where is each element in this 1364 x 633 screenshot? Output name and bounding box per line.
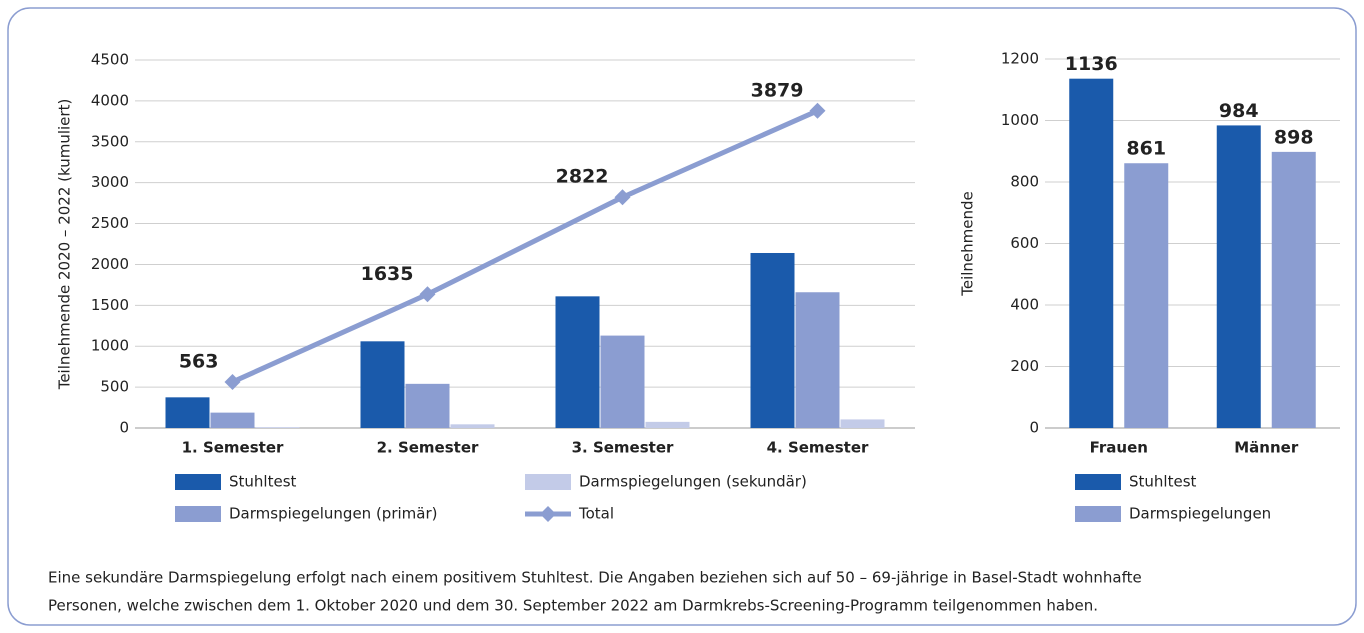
legend-label: Darmspiegelungen (sekundär) xyxy=(579,473,807,491)
bar xyxy=(1216,125,1261,429)
bar xyxy=(600,335,645,428)
footnote: Personen, welche zwischen dem 1. Oktober… xyxy=(48,597,1098,615)
bar xyxy=(1069,78,1114,429)
y-tick-label: 2500 xyxy=(91,214,129,232)
marker xyxy=(224,373,241,390)
legend-swatch xyxy=(1075,474,1121,490)
data-label: 3879 xyxy=(751,79,804,101)
x-tick-label: Männer xyxy=(1234,439,1299,457)
bar xyxy=(210,412,255,428)
footnote: Eine sekundäre Darmspiegelung erfolgt na… xyxy=(48,569,1142,587)
y-tick-label: 3000 xyxy=(91,173,129,191)
marker xyxy=(419,286,436,303)
y-axis-title: Teilnehmende 2020 – 2022 (kumuliert) xyxy=(56,99,74,391)
y-tick-label: 0 xyxy=(119,419,129,437)
bar xyxy=(165,397,210,428)
line xyxy=(231,108,819,385)
y-tick-label: 800 xyxy=(1010,173,1039,191)
x-tick-label: 1. Semester xyxy=(182,439,284,457)
data-label: 563 xyxy=(179,350,219,372)
data-label: 1136 xyxy=(1065,53,1118,75)
bar xyxy=(555,296,600,428)
y-tick-label: 1000 xyxy=(1001,111,1039,129)
data-label: 861 xyxy=(1126,138,1166,160)
bar xyxy=(840,419,885,428)
legend-label: Total xyxy=(578,505,614,523)
y-tick-label: 0 xyxy=(1029,419,1039,437)
bar xyxy=(1271,151,1316,429)
legend-swatch xyxy=(525,474,571,490)
y-tick-label: 1500 xyxy=(91,296,129,314)
y-tick-label: 1000 xyxy=(91,337,129,355)
y-tick-label: 500 xyxy=(100,378,129,396)
legend-swatch xyxy=(1075,506,1121,522)
bar xyxy=(795,292,840,428)
legend-swatch xyxy=(175,506,221,522)
x-tick-label: 3. Semester xyxy=(572,439,674,457)
legend-swatch xyxy=(540,506,556,522)
legend-swatch xyxy=(175,474,221,490)
bar xyxy=(645,421,690,428)
bar xyxy=(450,424,495,428)
bar xyxy=(1124,163,1169,428)
x-tick-label: Frauen xyxy=(1090,439,1148,457)
y-tick-label: 4500 xyxy=(91,51,129,69)
bar xyxy=(750,252,795,428)
x-tick-label: 4. Semester xyxy=(767,439,869,457)
marker xyxy=(614,189,631,206)
y-axis-title: Teilnehmende xyxy=(959,191,977,297)
legend-label: Darmspiegelungen (primär) xyxy=(229,505,437,523)
legend-label: Stuhltest xyxy=(229,473,297,491)
data-label: 2822 xyxy=(556,166,609,188)
bar xyxy=(360,341,405,428)
data-label: 1635 xyxy=(361,263,414,285)
y-tick-label: 4000 xyxy=(91,91,129,109)
x-tick-label: 2. Semester xyxy=(377,439,479,457)
data-label: 898 xyxy=(1274,126,1314,148)
bar xyxy=(405,383,450,428)
legend-label: Darmspiegelungen xyxy=(1129,505,1271,523)
y-tick-label: 3500 xyxy=(91,132,129,150)
y-tick-label: 2000 xyxy=(91,255,129,273)
data-label: 984 xyxy=(1219,100,1259,122)
y-tick-label: 1200 xyxy=(1001,50,1039,68)
y-tick-label: 200 xyxy=(1010,357,1039,375)
frame xyxy=(7,7,1357,626)
marker xyxy=(809,102,826,119)
y-tick-label: 400 xyxy=(1010,296,1039,314)
legend-label: Stuhltest xyxy=(1129,473,1197,491)
bar xyxy=(255,427,300,428)
y-tick-label: 600 xyxy=(1010,234,1039,252)
